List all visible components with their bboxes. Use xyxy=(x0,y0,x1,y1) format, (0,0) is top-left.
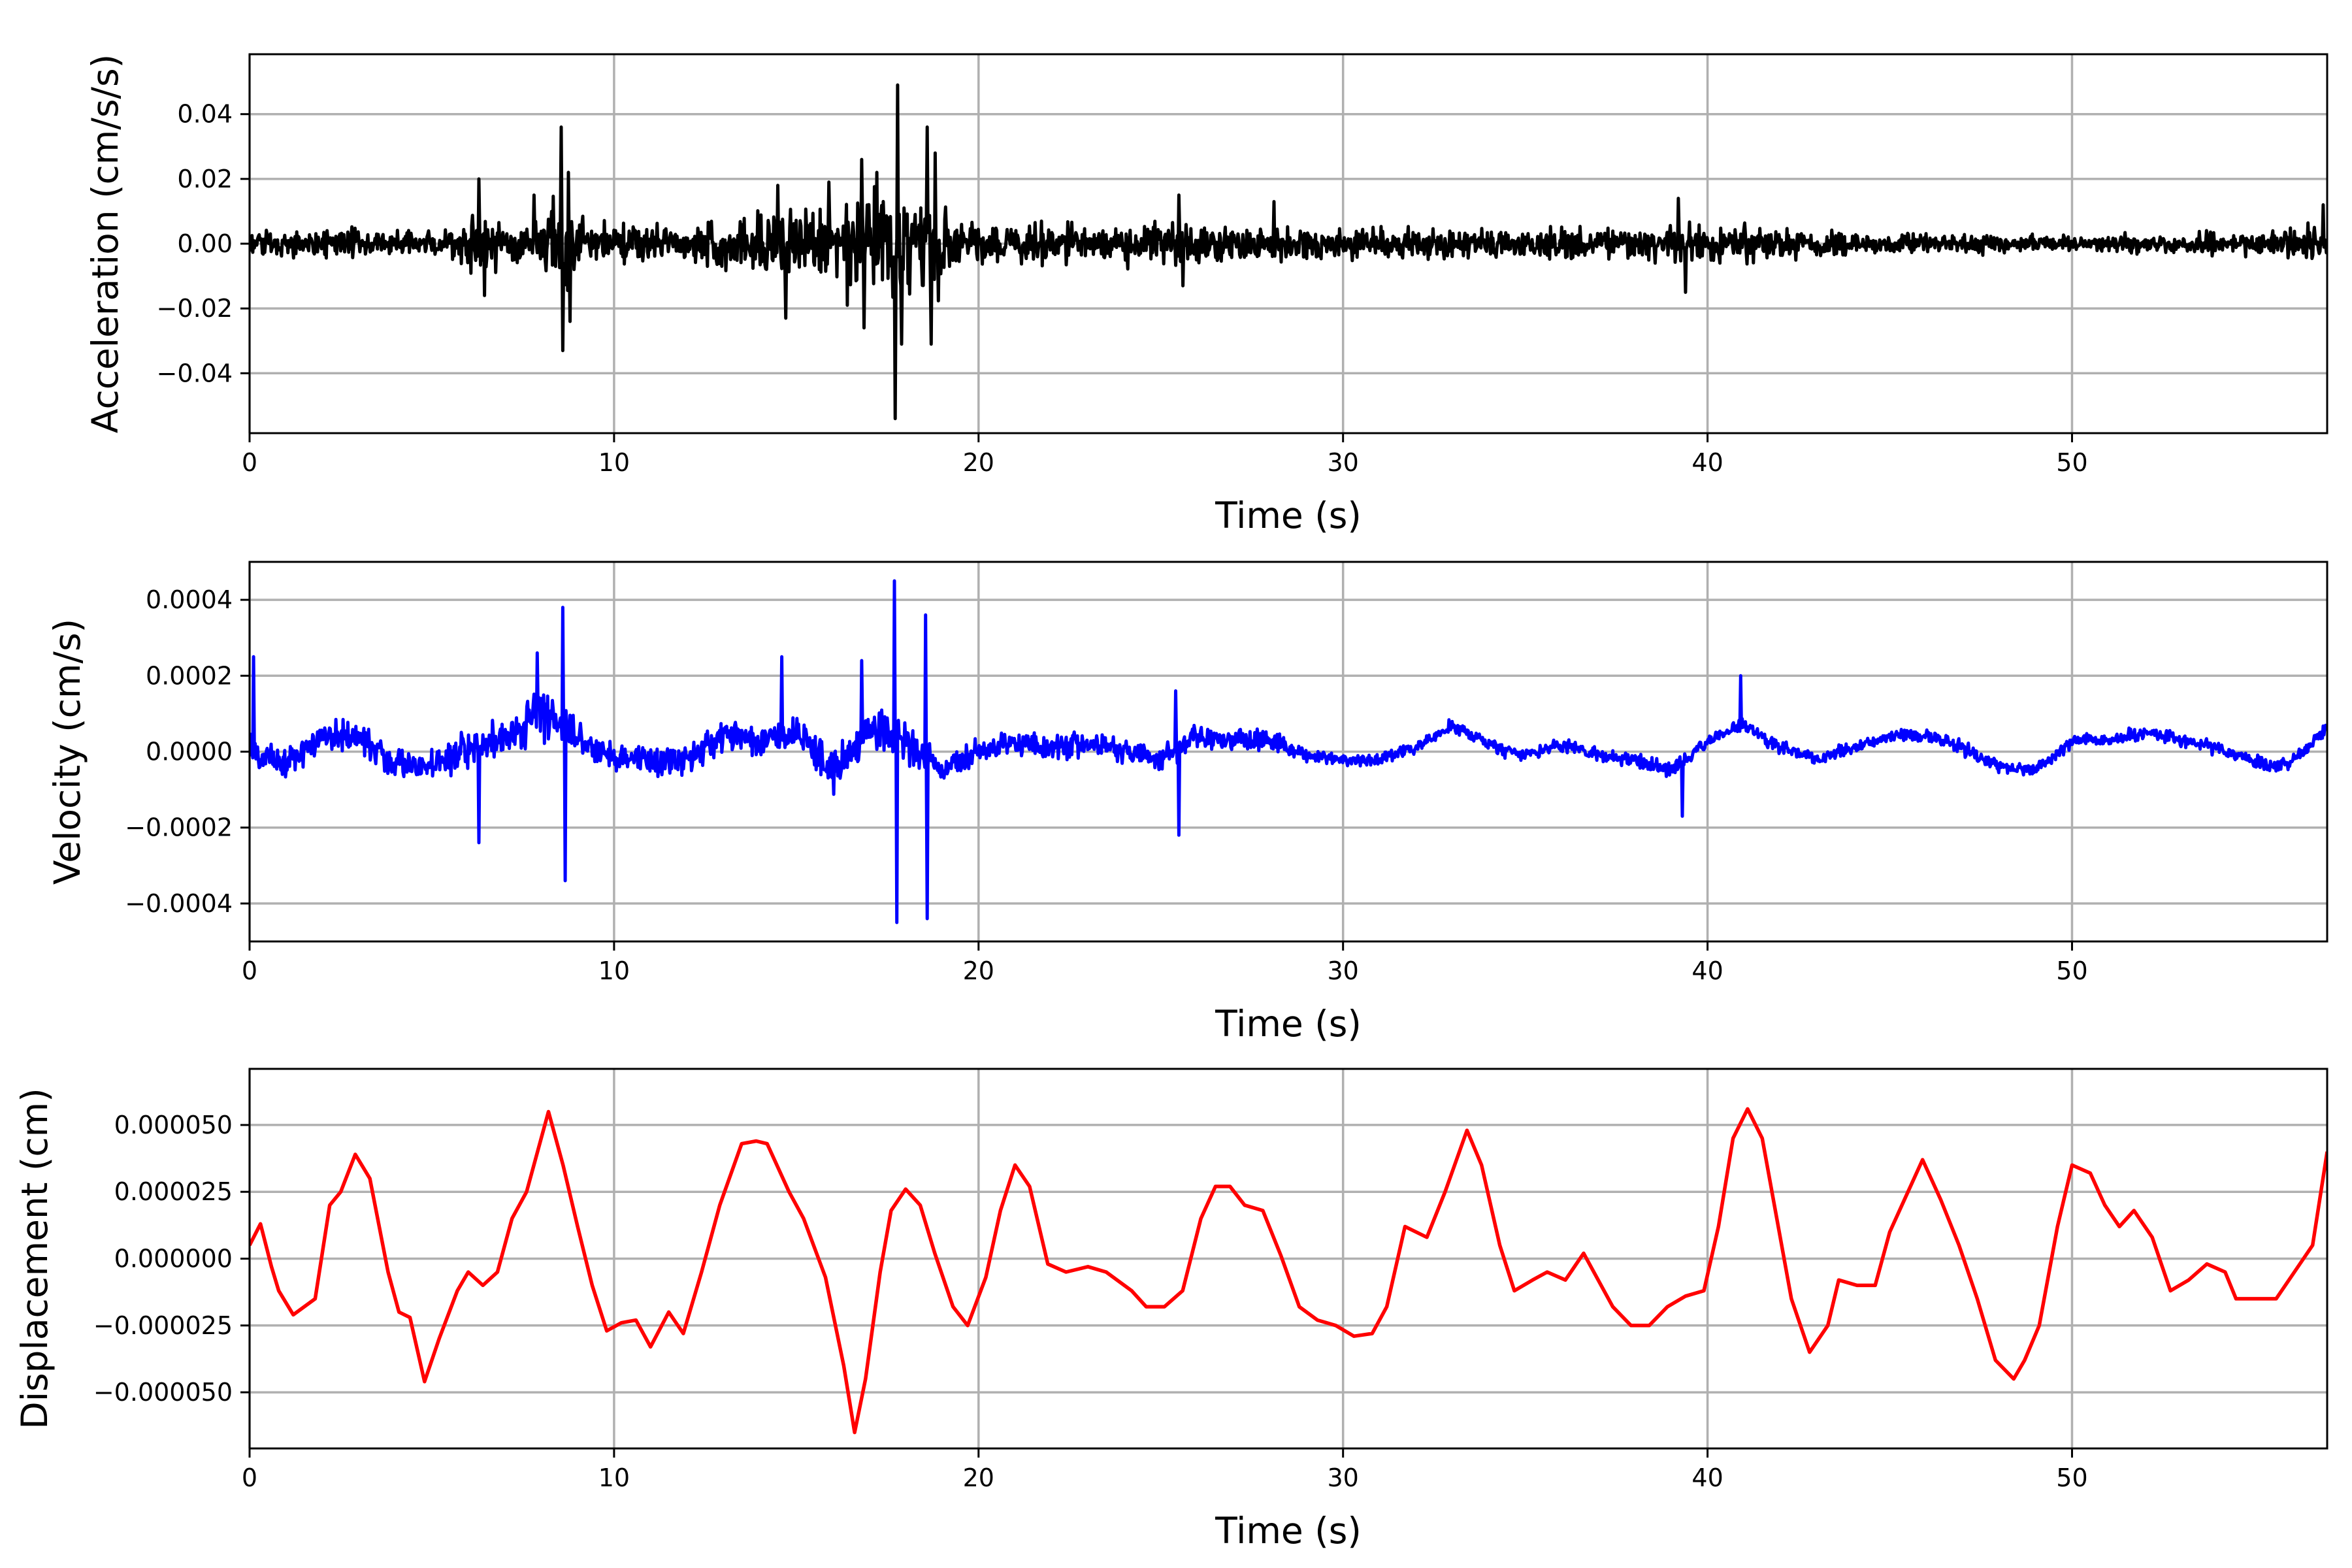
x-tick-label: 10 xyxy=(598,1463,630,1492)
x-tick-label: 40 xyxy=(1691,1463,1723,1492)
y-tick-label: 0.04 xyxy=(177,100,233,129)
x-tick-label: 50 xyxy=(2056,956,2087,985)
x-axis-label: Time (s) xyxy=(1215,495,1362,536)
y-tick-label: 0.00 xyxy=(177,229,233,258)
series-line xyxy=(250,579,2327,924)
x-tick-label: 0 xyxy=(242,956,257,985)
y-tick-label: 0.0000 xyxy=(146,738,233,766)
x-axis-label: Time (s) xyxy=(1215,1510,1362,1552)
chart-panel-2: 0 10 20 30 40 50 0.0004 0.0002 0.0000 −0.0002 −0.0… xyxy=(46,561,2328,1045)
y-tick-label: 0.02 xyxy=(177,165,233,193)
series-line xyxy=(250,83,2327,421)
x-tick-label: 30 xyxy=(1328,1463,1359,1492)
y-axis-label: Acceleration (cm/s/s) xyxy=(84,54,126,433)
x-tick-label: 20 xyxy=(963,1463,994,1492)
y-tick-label: −0.0004 xyxy=(125,889,233,918)
y-tick-label: −0.02 xyxy=(157,294,233,323)
x-tick-label: 20 xyxy=(963,956,994,985)
grid xyxy=(248,562,2327,941)
y-tick-label: −0.000050 xyxy=(93,1378,233,1407)
x-tick-label: 40 xyxy=(1691,956,1723,985)
y-tick-label: 0.0002 xyxy=(146,661,233,690)
y-tick-label: 0.000025 xyxy=(114,1177,233,1206)
y-tick-label: 0.000000 xyxy=(114,1245,233,1273)
y-tick-label: 0.0004 xyxy=(146,585,233,614)
x-tick-label: 40 xyxy=(1691,448,1723,477)
y-tick-label: 0.000050 xyxy=(114,1111,233,1139)
y-tick-label: −0.0002 xyxy=(125,813,233,842)
x-tick-label: 20 xyxy=(963,448,994,477)
x-tick-label: 30 xyxy=(1328,448,1359,477)
chart-panel-3: 0 10 20 30 40 50 0.000050 0.000025 0.000000 −0.00… xyxy=(14,1068,2328,1552)
y-axis-label: Displacement (cm) xyxy=(14,1088,56,1429)
chart-panel-1: 0 10 20 30 40 50 0.04 0.02 0.00 −0.02 −0.04 Time (s… xyxy=(84,53,2328,536)
x-tick-label: 0 xyxy=(242,448,257,477)
y-tick-label: −0.000025 xyxy=(93,1311,233,1340)
series-line xyxy=(250,1107,2327,1435)
y-axis-label: Velocity (cm/s) xyxy=(46,619,88,885)
x-tick-label: 30 xyxy=(1328,956,1359,985)
y-tick-label: −0.04 xyxy=(157,359,233,387)
grid xyxy=(248,1069,2327,1448)
x-tick-label: 0 xyxy=(242,1463,257,1492)
x-tick-label: 50 xyxy=(2056,448,2087,477)
x-tick-label: 10 xyxy=(598,956,630,985)
x-tick-label: 50 xyxy=(2056,1463,2087,1492)
x-tick-label: 10 xyxy=(598,448,630,477)
x-axis-label: Time (s) xyxy=(1215,1003,1362,1045)
